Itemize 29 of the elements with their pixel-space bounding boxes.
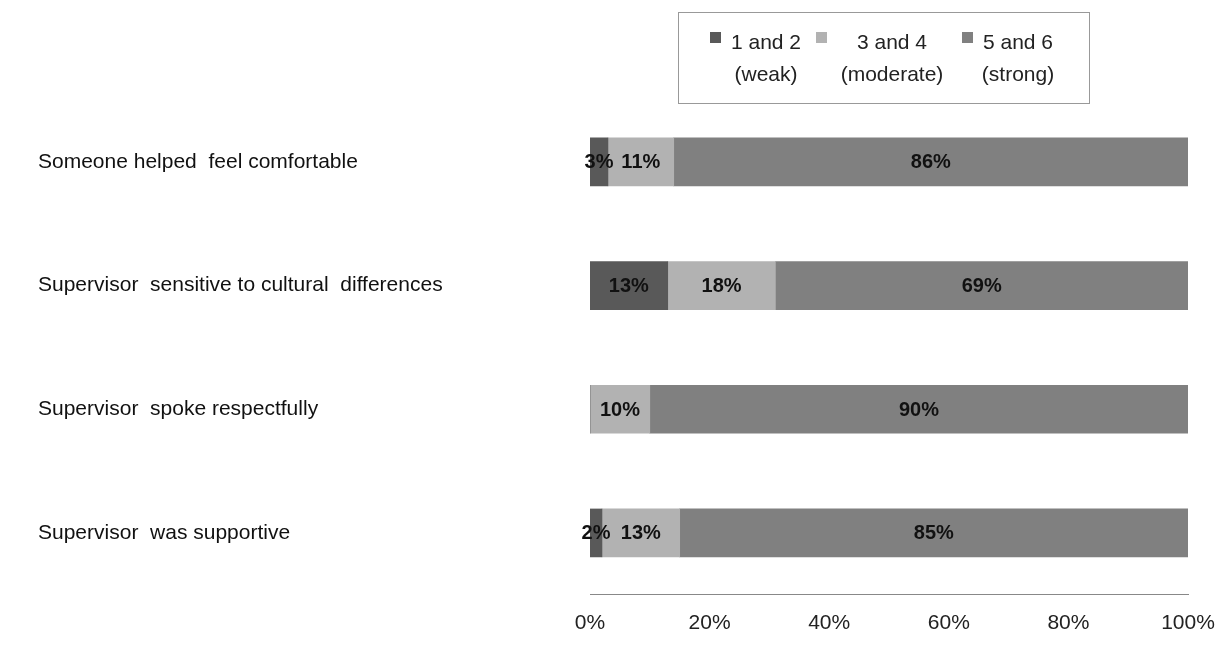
data-label: 13% <box>608 274 650 297</box>
bar <box>775 261 1188 310</box>
legend-label: 1 and 2 (weak) <box>729 29 803 87</box>
x-tick-label: 100% <box>1161 610 1215 634</box>
y-tick-label: Supervisor spoke respectfully <box>38 396 319 420</box>
x-tick-label: 40% <box>808 610 851 634</box>
legend-label: 5 and 6 (strong) <box>980 29 1056 87</box>
x-tick-label: 80% <box>1047 610 1090 634</box>
data-label: 86% <box>910 150 952 173</box>
data-label: 11% <box>621 150 661 173</box>
x-tick-label: 0% <box>574 610 606 634</box>
y-tick-label: Someone helped feel comfortable <box>38 148 358 172</box>
y-tick-label: Supervisor sensitive to cultural differences <box>38 272 443 296</box>
data-label: 18% <box>701 274 742 297</box>
legend-label: 3 and 4 (moderate) <box>839 29 945 87</box>
bar <box>667 261 776 310</box>
bar <box>590 384 651 434</box>
x-tick-label: 60% <box>927 610 970 634</box>
bar <box>590 261 669 310</box>
data-label: 10% <box>599 397 641 420</box>
bar <box>679 508 1188 558</box>
data-label: 69% <box>961 274 1002 297</box>
bar <box>649 384 1188 434</box>
y-tick-label: Supervisor was supportive <box>38 519 291 543</box>
data-label: 85% <box>913 521 955 544</box>
bar <box>673 137 1188 187</box>
data-label: 90% <box>898 397 940 420</box>
data-label: 13% <box>620 521 662 544</box>
x-tick-label: 20% <box>688 610 731 634</box>
